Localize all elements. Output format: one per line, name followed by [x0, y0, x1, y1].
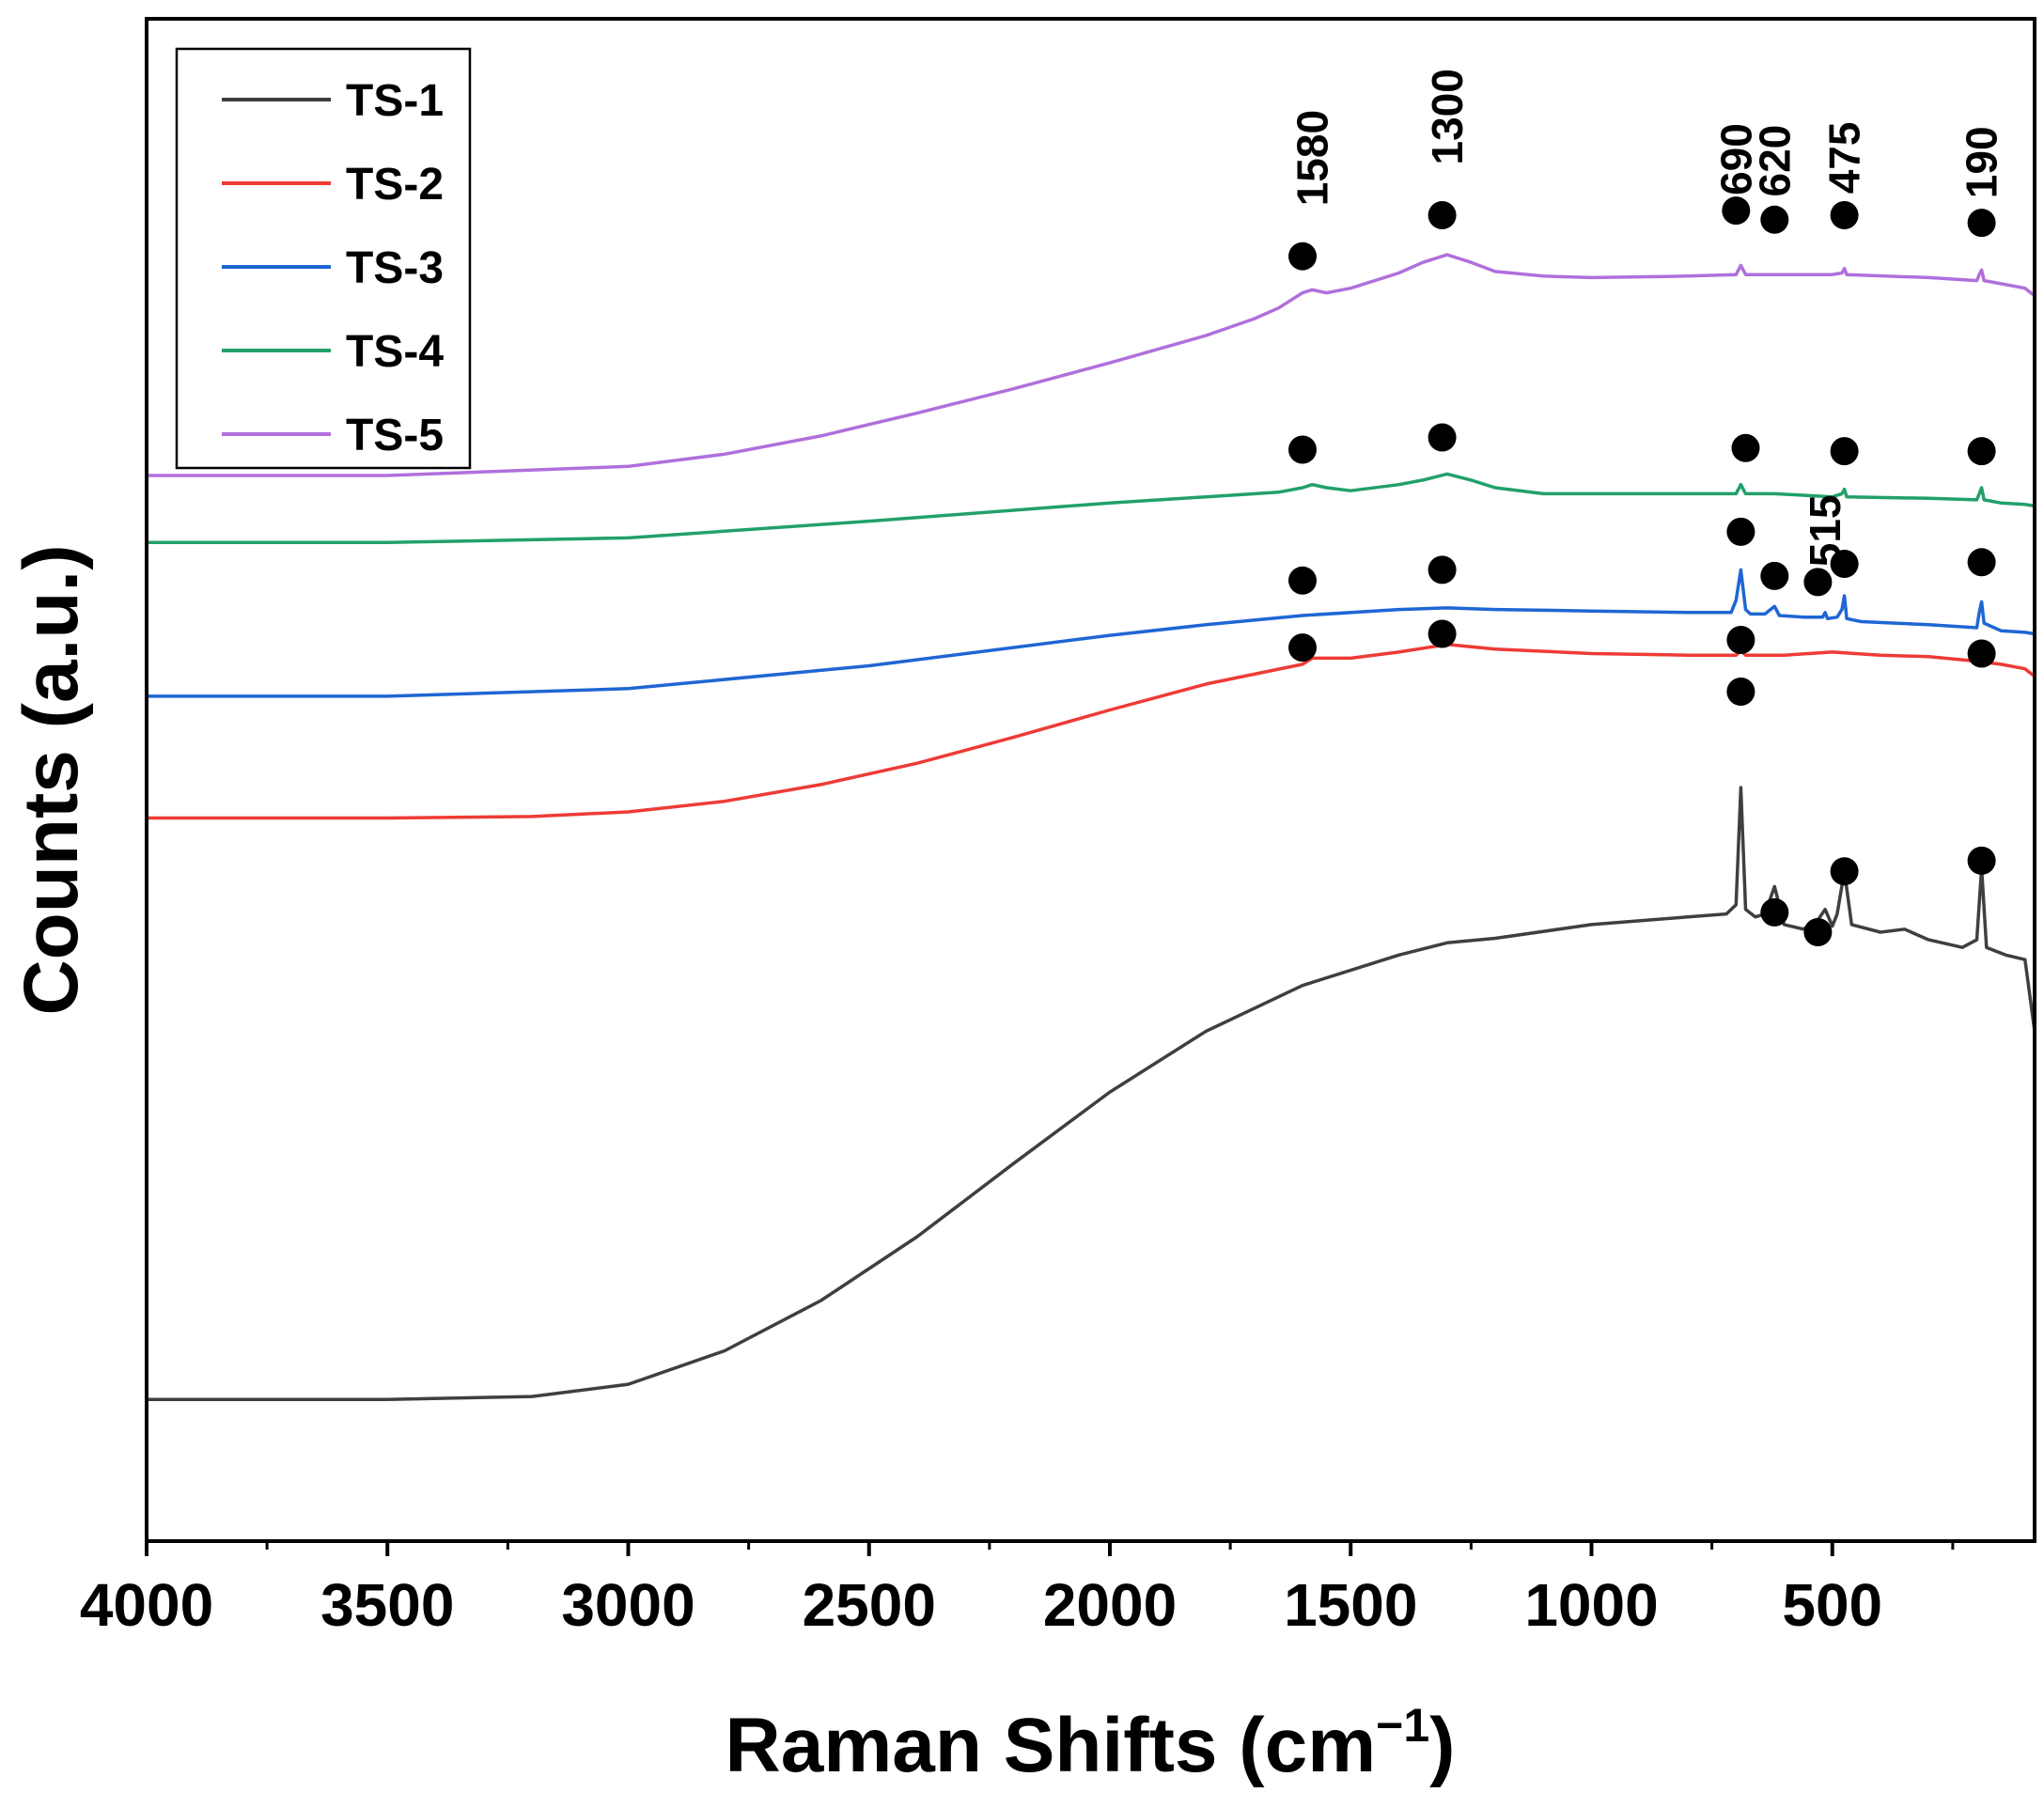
peak-marker-ts-1	[1967, 846, 1996, 875]
peak-marker-ts-1	[1803, 918, 1833, 946]
peak-marker-ts-2	[1428, 619, 1457, 648]
legend-items: TS-1 TS-2 TS-3 TS-4 TS-5	[222, 76, 444, 460]
peak-marker-ts-3	[1726, 517, 1755, 546]
x-axis-title-main: Raman Shifts (cm	[726, 1703, 1377, 1788]
peak-label-515: 515	[1801, 494, 1849, 567]
x-tick-label: 500	[1782, 1571, 1882, 1639]
peak-marker-ts-5	[1830, 201, 1859, 229]
peak-marker-ts-5	[1967, 209, 1996, 238]
peak-marker-ts-2	[1726, 626, 1755, 654]
peak-marker-ts-3	[1428, 555, 1457, 584]
x-tick-label: 3500	[320, 1571, 454, 1639]
legend-label-ts-3: TS-3	[346, 243, 444, 293]
legend-label-ts-4: TS-4	[346, 327, 444, 377]
x-tick-label: 1500	[1284, 1571, 1417, 1639]
legend-label-ts-5: TS-5	[346, 411, 444, 460]
legend-label-ts-1: TS-1	[346, 76, 444, 126]
peak-marker-ts-4	[1428, 423, 1457, 452]
x-tick-layer: 4000 3500 3000 2500 2000 1500 1000 500	[80, 1541, 1955, 1639]
peak-marker-ts-2	[1288, 633, 1317, 662]
x-tick-label: 1000	[1524, 1571, 1658, 1639]
x-tick-label: 2000	[1043, 1571, 1177, 1639]
peak-marker-ts-5	[1288, 242, 1317, 271]
series-line-ts-5	[145, 253, 2036, 477]
peak-marker-ts-3	[1967, 548, 1996, 577]
peak-label-690: 690	[1711, 123, 1760, 195]
peak-label-1580: 1580	[1287, 110, 1336, 206]
peak-marker-ts-2	[1967, 639, 1996, 668]
peak-marker-ts-4	[1830, 437, 1859, 466]
peak-label-475: 475	[1820, 122, 1869, 195]
x-tick-label: 2500	[803, 1571, 936, 1639]
marker-layer	[1288, 196, 1996, 946]
peak-marker-ts-4	[1288, 435, 1317, 464]
series-line-ts-1	[145, 786, 2036, 1402]
peak-marker-ts-5	[1428, 201, 1457, 229]
x-tick-label: 3000	[561, 1571, 694, 1639]
series-line-ts-3	[145, 568, 2036, 698]
peak-marker-ts-3	[1803, 568, 1833, 597]
peak-label-620: 620	[1750, 125, 1799, 197]
x-tick-label: 4000	[80, 1571, 213, 1639]
peak-marker-ts-4	[1967, 437, 1996, 466]
plot-frame	[145, 17, 2036, 1543]
x-axis-title: Raman Shifts (cm−1)	[726, 1699, 1456, 1788]
x-axis-title-end: )	[1429, 1703, 1455, 1788]
legend: TS-1 TS-2 TS-3 TS-4 TS-5	[175, 47, 472, 470]
y-axis-title: Counts (a.u.)	[8, 544, 94, 1015]
peak-marker-ts-1	[1726, 678, 1755, 706]
peak-marker-ts-3	[1288, 566, 1317, 595]
peak-marker-ts-3	[1830, 550, 1859, 578]
peak-label-1300: 1300	[1423, 69, 1472, 164]
legend-box	[175, 47, 472, 470]
peak-marker-ts-4	[1731, 433, 1760, 462]
peak-marker-ts-5	[1760, 205, 1789, 234]
peak-marker-ts-3	[1760, 561, 1789, 590]
peak-label-190: 190	[1958, 126, 2006, 198]
peak-marker-ts-1	[1760, 897, 1789, 927]
series-line-ts-4	[145, 472, 2036, 545]
peak-marker-ts-1	[1830, 857, 1859, 886]
legend-label-ts-2: TS-2	[346, 160, 444, 210]
peak-marker-ts-5	[1722, 196, 1751, 226]
x-axis-title-superscript: −1	[1376, 1699, 1429, 1752]
